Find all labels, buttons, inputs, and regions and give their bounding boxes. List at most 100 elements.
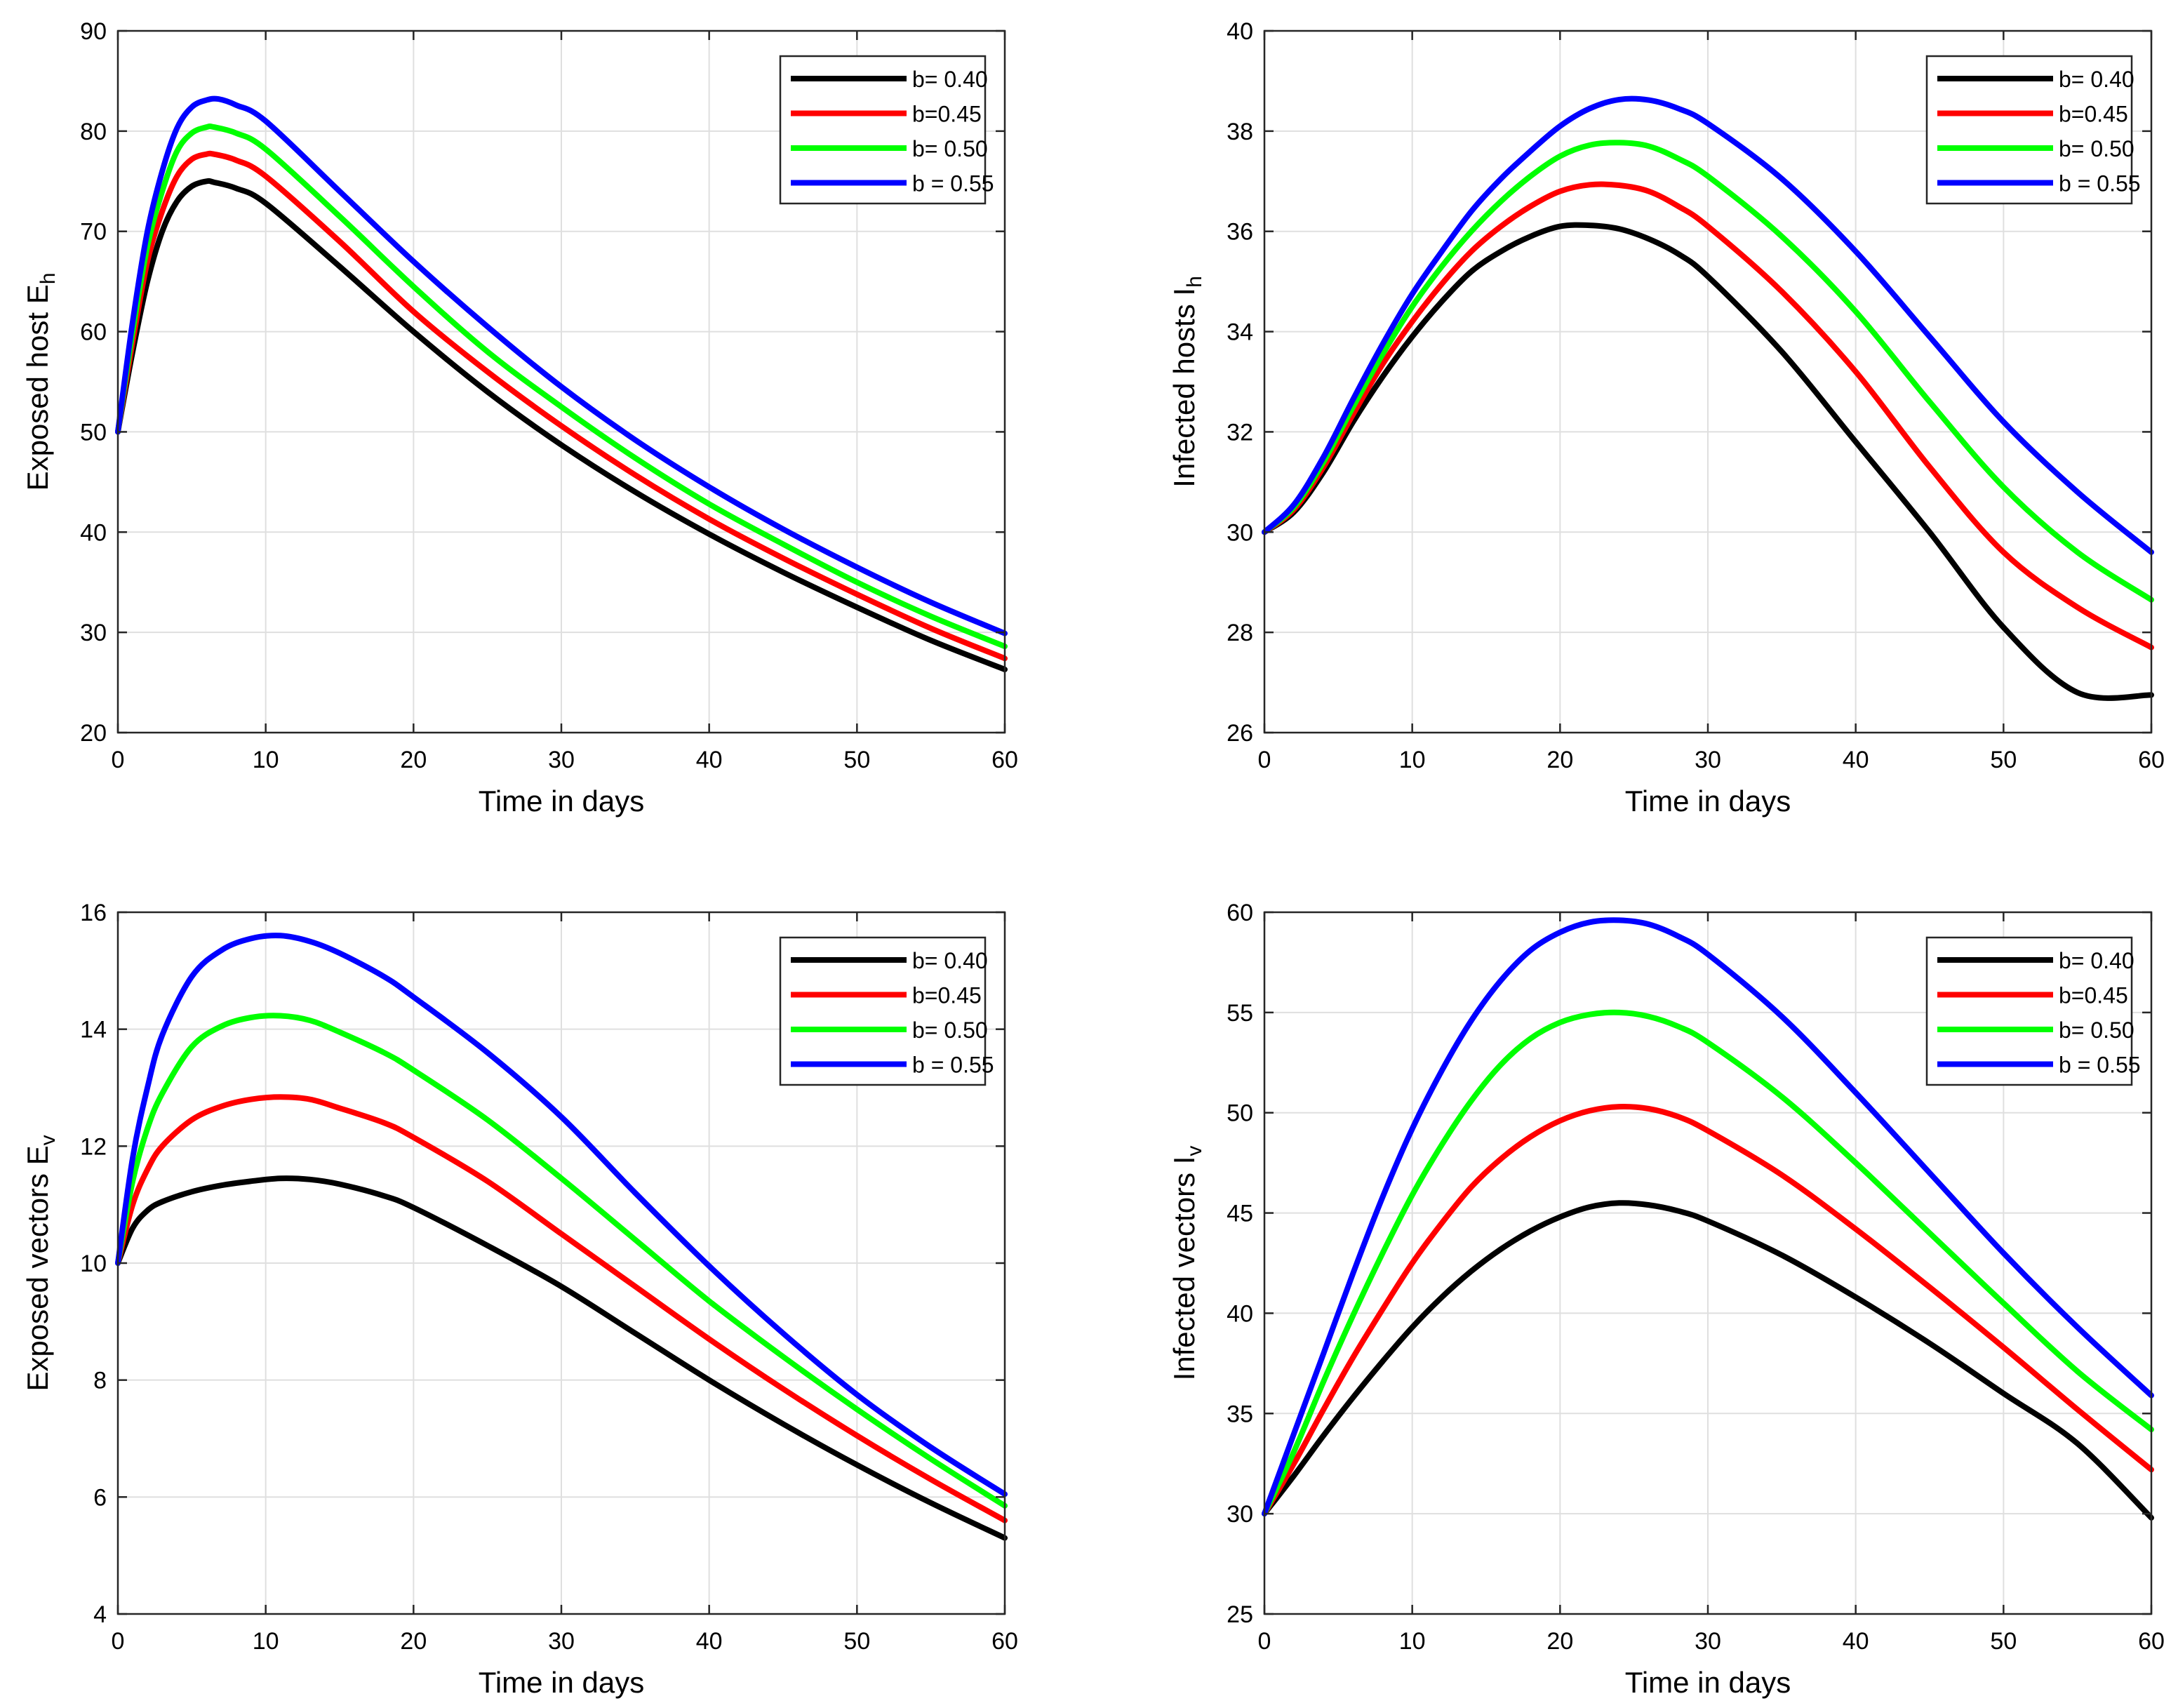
x-tick-label: 50 [1990,1628,2017,1655]
y-tick-label: 36 [1227,219,1253,246]
series-line-1 [1262,1200,2154,1521]
y-tick-label: 12 [80,1133,107,1160]
y-tick-label: 35 [1227,1401,1253,1427]
x-tick-label: 0 [112,1628,125,1655]
y-axis-label-main: Infected vectors I [1168,1156,1201,1381]
x-tick-label: 20 [1546,1628,1573,1655]
y-tick-label: 50 [80,419,107,446]
y-tick-label: 30 [1227,519,1253,546]
y-axis-label-subscript: h [1183,276,1206,288]
y-tick-label: 60 [80,319,107,346]
y-tick-label: 80 [80,119,107,145]
x-tick-label: 30 [548,747,575,773]
series-line-2 [115,150,1008,662]
y-tick-label: 40 [1227,18,1253,45]
legend-label-1: b= 0.40 [2059,948,2134,973]
legend-label-1: b= 0.40 [2059,67,2134,92]
legend-label-2: b=0.45 [912,983,982,1008]
legend: b= 0.40 b=0.45 b= 0.50 b = 0.55 [1925,936,2141,1086]
legend-label-3: b= 0.50 [2059,136,2134,161]
y-tick-label: 40 [80,519,107,546]
x-tick-label: 10 [1399,1628,1426,1655]
y-tick-label: 34 [1227,319,1253,346]
series-line-3 [115,124,1008,650]
y-tick-label: 40 [1227,1300,1253,1327]
series-line-2 [1262,181,2154,650]
y-axis-label-subscript: h [36,273,60,285]
legend-label-1: b= 0.40 [912,67,988,92]
y-tick-label: 6 [93,1484,107,1511]
legend-label-3: b= 0.50 [912,136,988,161]
y-tick-label: 28 [1227,620,1253,646]
y-axis-label: Infected hosts Ih [1168,276,1206,488]
x-tick-label: 60 [991,1628,1018,1655]
x-tick-label: 60 [2138,747,2165,773]
y-tick-label: 20 [80,720,107,747]
x-tick-label: 40 [1843,1628,1869,1655]
x-tick-label: 30 [548,1628,575,1655]
y-tick-label: 38 [1227,119,1253,145]
y-tick-label: 14 [80,1017,107,1043]
x-tick-label: 50 [843,1628,870,1655]
x-tick-label: 40 [696,1628,723,1655]
series-line-2 [115,1094,1008,1523]
x-axis-label: Time in days [1625,1666,1791,1699]
x-tick-label: 20 [400,747,427,773]
series-line-2 [1262,1104,2154,1517]
y-tick-label: 25 [1227,1601,1253,1628]
series-line-4 [1262,917,2154,1517]
x-tick-label: 0 [112,747,125,773]
y-tick-label: 70 [80,219,107,246]
legend-label-4: b = 0.55 [912,1053,994,1078]
x-tick-label: 10 [253,747,279,773]
y-tick-label: 4 [93,1601,107,1628]
y-axis-label-subscript: v [36,1135,60,1145]
legend-label-3: b= 0.50 [912,1018,988,1043]
series-line-1 [115,178,1008,672]
y-axis-label: Exposed vectors Ev [21,1135,60,1391]
y-axis-label-subscript: v [1183,1146,1206,1156]
x-axis-label: Time in days [479,785,645,818]
chart-panel-4: 0 10 20 30 40 50 60 25 30 35 40 45 50 55 60 Time in day… [1168,900,2165,1699]
series-line-3 [1262,140,2154,603]
x-tick-label: 40 [1843,747,1869,773]
y-tick-label: 60 [1227,900,1253,926]
y-tick-label: 10 [80,1250,107,1277]
y-tick-label: 32 [1227,419,1253,446]
y-tick-label: 55 [1227,1000,1253,1027]
series-line-3 [1262,1009,2154,1517]
x-axis-label: Time in days [479,1666,645,1699]
legend-label-4: b = 0.55 [2059,171,2141,196]
y-tick-label: 30 [1227,1501,1253,1528]
y-tick-label: 16 [80,900,107,926]
y-tick-label: 45 [1227,1201,1253,1227]
legend-label-4: b = 0.55 [2059,1053,2141,1078]
series-line-4 [115,933,1008,1497]
legend: b= 0.40 b=0.45 b= 0.50 b = 0.55 [1925,55,2141,205]
x-tick-label: 30 [1695,747,1721,773]
x-tick-label: 20 [1546,747,1573,773]
legend-label-1: b= 0.40 [912,948,988,973]
y-axis-label-main: Exposed host E [21,284,54,491]
y-tick-label: 90 [80,18,107,45]
x-tick-label: 60 [2138,1628,2165,1655]
y-tick-label: 50 [1227,1100,1253,1127]
x-tick-label: 40 [696,747,723,773]
legend-label-2: b=0.45 [2059,983,2128,1008]
legend-label-2: b=0.45 [2059,102,2128,127]
legend-label-2: b=0.45 [912,102,982,127]
x-tick-label: 50 [843,747,870,773]
y-axis-label-main: Infected hosts I [1168,288,1201,488]
y-tick-label: 26 [1227,720,1253,747]
x-tick-label: 20 [400,1628,427,1655]
x-tick-label: 0 [1258,747,1271,773]
x-tick-label: 0 [1258,1628,1271,1655]
y-tick-label: 8 [93,1368,107,1394]
x-tick-label: 30 [1695,1628,1721,1655]
series-line-4 [115,95,1008,636]
x-tick-label: 60 [991,747,1018,773]
y-axis-label: Infected vectors Iv [1168,1146,1206,1381]
y-axis-label: Exposed host Eh [21,273,60,491]
legend-label-3: b= 0.50 [2059,1018,2134,1043]
